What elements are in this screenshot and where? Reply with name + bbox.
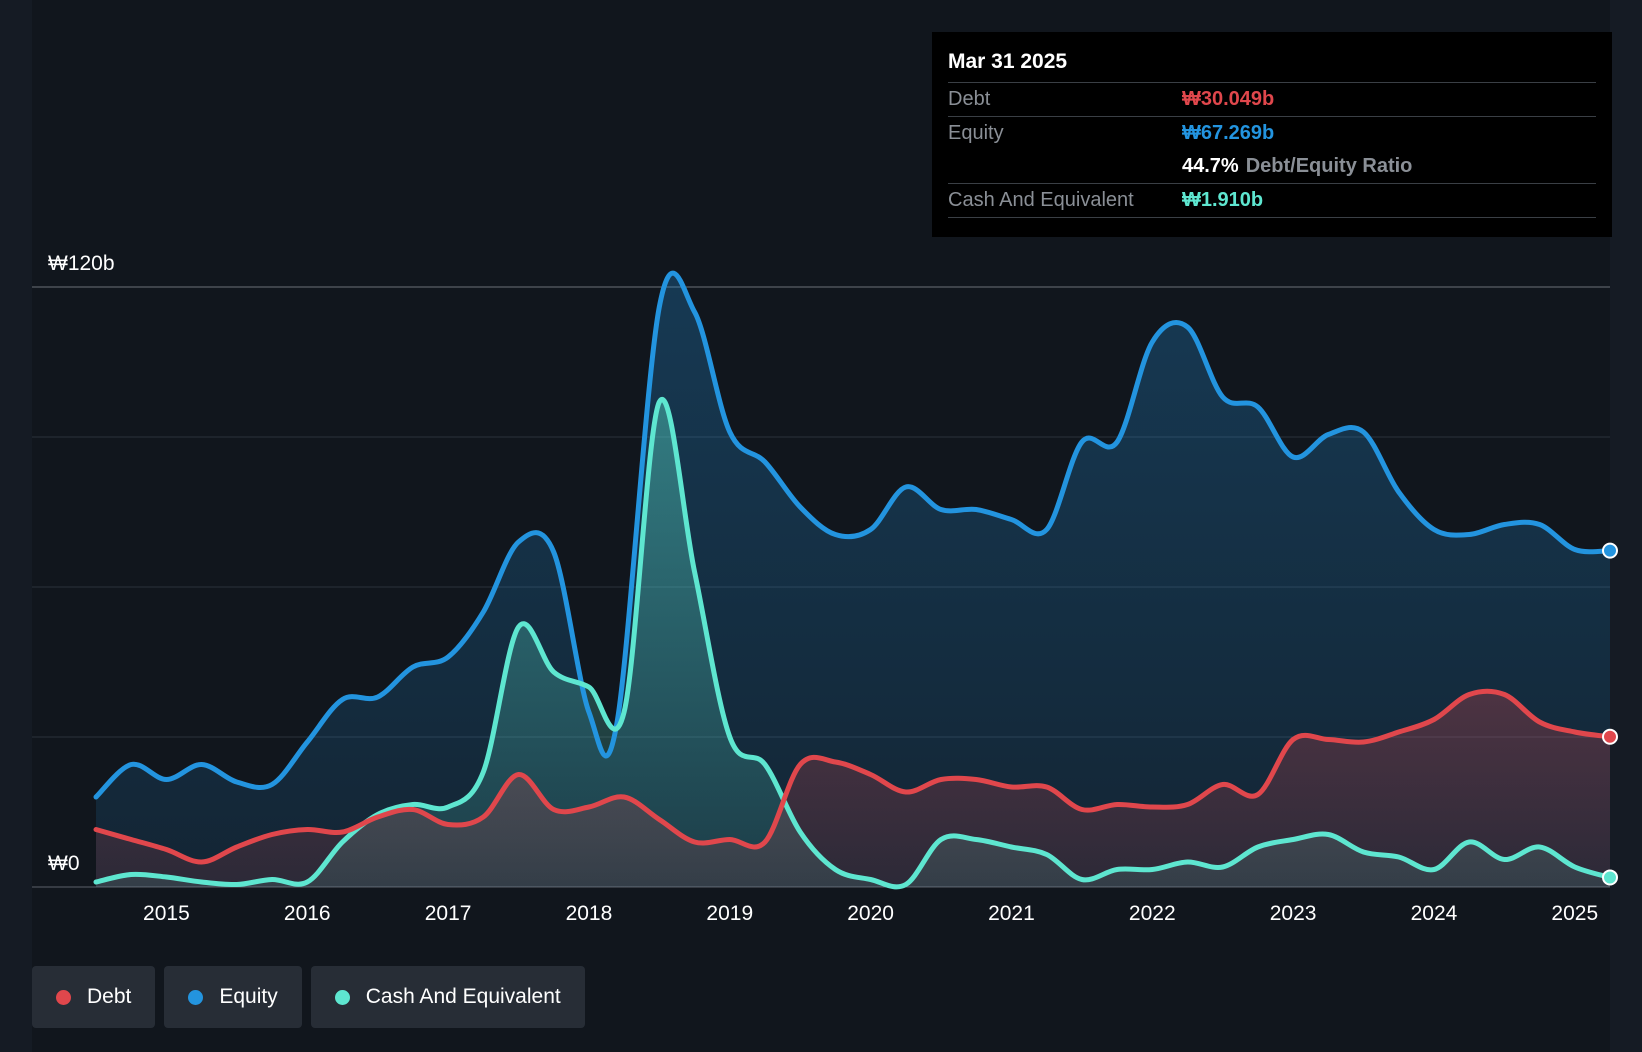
legend-label-equity: Equity (219, 985, 278, 1008)
tooltip-cash-label: Cash And Equivalent (948, 189, 1134, 211)
tooltip-ratio-label: Debt/Equity Ratio (1245, 155, 1413, 177)
x-tick-label: 2025 (1551, 902, 1598, 925)
endpoint-cash-and-equivalent[interactable] (1602, 869, 1618, 886)
tooltip-equity-label: Equity (948, 122, 1004, 144)
tooltip-cash-value: ₩1.910b (1182, 189, 1264, 211)
series-areas (96, 273, 1610, 887)
x-tick-label: 2022 (1129, 902, 1176, 925)
area-equity (96, 273, 1610, 887)
legend-dot-equity-icon (188, 989, 204, 1005)
x-tick-label: 2017 (425, 902, 472, 925)
tooltip-date: Mar 31 2025 (948, 50, 1068, 73)
legend: Debt Equity Cash And Equivalent (32, 966, 585, 1028)
x-tick-label: 2021 (988, 902, 1035, 925)
endpoint-debt[interactable] (1602, 728, 1618, 745)
series-endpoints (1602, 542, 1618, 886)
tooltip-row-ratio: 44.7% Debt/Equity Ratio (948, 150, 1596, 183)
tooltip-equity-value: ₩67.269b (1182, 122, 1275, 144)
x-axis: 2015 2016 2017 2018 2019 2020 2021 2022 2023 2024… (143, 902, 1598, 925)
y-axis-label-top: ₩120b (48, 252, 115, 275)
x-tick-label: 2015 (143, 902, 190, 925)
x-tick-label: 2018 (566, 902, 613, 925)
data-tooltip: Mar 31 2025 Debt ₩30.049b Equity ₩67.269… (932, 32, 1612, 237)
legend-item-equity[interactable]: Equity (164, 966, 302, 1028)
series-lines (93, 270, 1613, 890)
x-tick-label: 2020 (847, 902, 894, 925)
legend-label-debt: Debt (87, 985, 132, 1008)
x-tick-label: 2023 (1270, 902, 1317, 925)
legend-dot-debt-icon (56, 989, 71, 1005)
x-tick-label: 2019 (706, 902, 753, 925)
legend-dot-cash-icon (334, 989, 350, 1005)
x-tick-label: 2016 (284, 902, 331, 925)
y-axis-label-zero: ₩0 (48, 852, 80, 875)
x-tick-label: 2024 (1411, 902, 1458, 925)
tooltip-debt-label: Debt (948, 88, 991, 110)
left-margin (0, 0, 32, 1052)
tooltip-ratio-value: 44.7% (1182, 155, 1239, 177)
legend-label-cash: Cash And Equivalent (365, 985, 561, 1008)
tooltip-row-equity: Equity ₩67.269b (948, 116, 1596, 150)
tooltip-row-cash: Cash And Equivalent ₩1.910b (948, 183, 1596, 218)
legend-item-cash[interactable]: Cash And Equivalent (310, 966, 585, 1028)
line-debt (93, 688, 1613, 865)
line-equity (93, 270, 1613, 800)
endpoint-equity[interactable] (1602, 542, 1618, 559)
area-debt (96, 691, 1610, 887)
tooltip-debt-value: ₩30.049b (1182, 88, 1275, 110)
legend-item-debt[interactable]: Debt (32, 966, 156, 1028)
tooltip-row-debt: Debt ₩30.049b (948, 82, 1596, 116)
